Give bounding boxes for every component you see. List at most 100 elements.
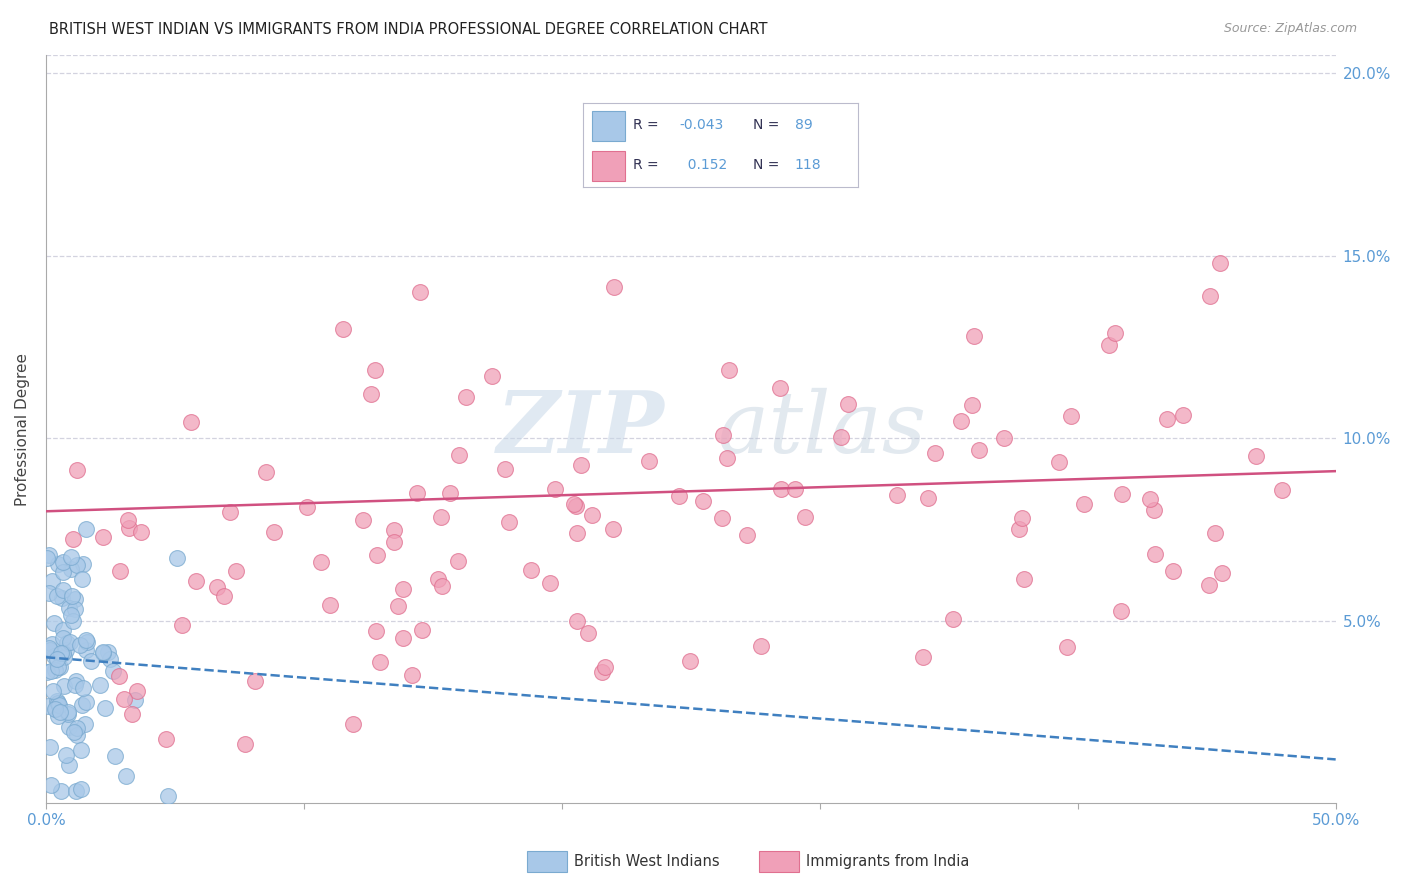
Point: [481, 368, 503, 383]
Point: [710, 510, 733, 524]
Point: [1139, 491, 1161, 506]
Point: [52, 623, 75, 637]
Point: [576, 626, 599, 640]
Text: Source: ZipAtlas.com: Source: ZipAtlas.com: [1223, 22, 1357, 36]
Point: [717, 363, 740, 377]
Point: [1161, 564, 1184, 578]
Point: [368, 655, 391, 669]
Point: [75, 642, 97, 657]
Point: [75, 717, 97, 731]
Point: [1007, 522, 1029, 536]
Point: [38, 640, 60, 655]
Point: [52, 650, 75, 665]
Point: [186, 574, 208, 588]
Point: [59, 607, 82, 622]
Point: [55, 747, 77, 762]
Point: [409, 285, 432, 300]
Point: [48, 705, 70, 719]
Point: [121, 707, 143, 722]
Point: [66, 721, 89, 735]
Text: Immigrants from India: Immigrants from India: [806, 855, 969, 869]
Point: [65, 463, 87, 477]
Point: [41, 684, 63, 698]
Point: [401, 668, 423, 682]
Point: [108, 564, 131, 578]
Point: [117, 513, 139, 527]
Point: [44, 702, 66, 716]
Point: [101, 664, 124, 678]
Y-axis label: Professional Degree: Professional Degree: [15, 352, 30, 506]
Point: [716, 451, 738, 466]
Point: [1198, 578, 1220, 592]
Point: [581, 508, 603, 522]
Point: [125, 684, 148, 698]
Point: [41, 637, 63, 651]
Point: [46, 557, 69, 571]
Point: [104, 749, 127, 764]
Point: [52, 582, 75, 597]
Point: [233, 737, 256, 751]
Point: [166, 550, 188, 565]
Point: [498, 515, 520, 529]
Point: [360, 387, 382, 401]
Point: [157, 789, 180, 803]
Point: [886, 488, 908, 502]
Point: [382, 524, 405, 538]
Point: [91, 645, 114, 659]
Text: R =: R =: [633, 158, 658, 172]
Point: [58, 757, 80, 772]
Point: [39, 664, 62, 678]
Text: N =: N =: [754, 119, 780, 132]
Point: [48, 698, 70, 713]
Point: [129, 524, 152, 539]
Point: [75, 632, 97, 647]
Point: [37, 699, 59, 714]
Point: [212, 590, 235, 604]
Point: [93, 701, 115, 715]
Point: [949, 414, 972, 428]
Point: [830, 429, 852, 443]
Point: [1204, 526, 1226, 541]
Point: [638, 454, 661, 468]
Point: [39, 643, 62, 657]
Point: [62, 532, 84, 546]
Point: [63, 725, 86, 739]
Point: [439, 485, 461, 500]
Point: [392, 631, 415, 645]
Point: [963, 328, 986, 343]
Point: [46, 660, 69, 674]
Text: BRITISH WEST INDIAN VS IMMIGRANTS FROM INDIA PROFESSIONAL DEGREE CORRELATION CHA: BRITISH WEST INDIAN VS IMMIGRANTS FROM I…: [49, 22, 768, 37]
Point: [668, 489, 690, 503]
Point: [538, 576, 561, 591]
Point: [769, 483, 792, 497]
Point: [72, 558, 94, 572]
Point: [170, 618, 193, 632]
Point: [245, 674, 267, 689]
Point: [454, 390, 477, 404]
Text: R =: R =: [633, 119, 658, 132]
Point: [993, 431, 1015, 445]
Text: -0.043: -0.043: [679, 119, 724, 132]
Point: [38, 740, 60, 755]
Point: [1073, 498, 1095, 512]
Point: [51, 647, 73, 661]
Bar: [592, 111, 624, 141]
Point: [112, 692, 135, 706]
Point: [565, 526, 588, 541]
Point: [207, 580, 229, 594]
Point: [447, 554, 470, 568]
Point: [783, 482, 806, 496]
Point: [62, 614, 84, 628]
Point: [387, 599, 409, 614]
Point: [91, 530, 114, 544]
Point: [735, 528, 758, 542]
Point: [1059, 409, 1081, 423]
Point: [37, 665, 59, 680]
Point: [1143, 503, 1166, 517]
Point: [295, 500, 318, 515]
Point: [124, 692, 146, 706]
Point: [38, 586, 60, 600]
Point: [75, 695, 97, 709]
Point: [155, 732, 177, 747]
Point: [76, 634, 98, 648]
